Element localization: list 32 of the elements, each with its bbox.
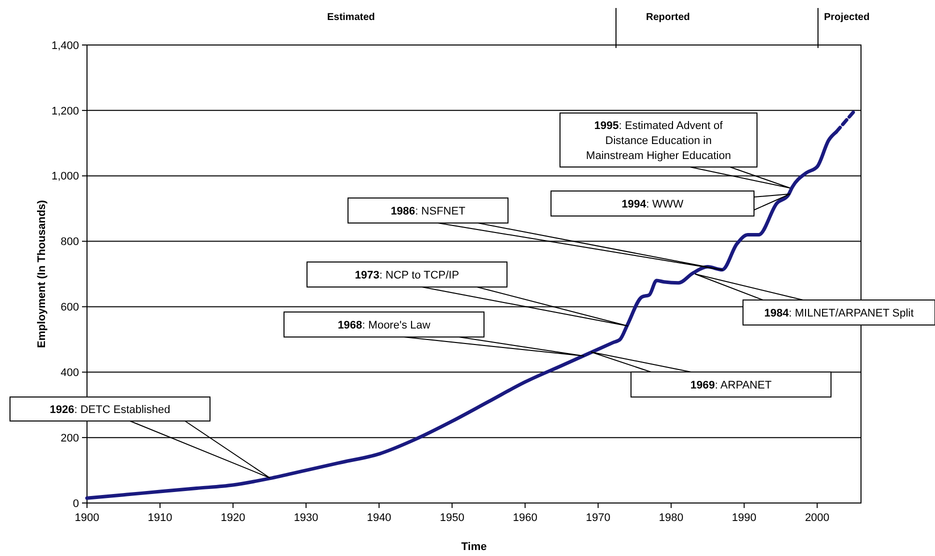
annotation: 1994: WWW <box>622 198 684 210</box>
y-tick-label: 1,400 <box>51 40 79 52</box>
annotation: 1973: NCP to TCP/IP <box>354 269 460 282</box>
x-axis-title: Time <box>461 541 487 553</box>
y-tick-label: 400 <box>60 366 79 379</box>
x-tick-label: 1990 <box>732 512 756 524</box>
y-axis-title: Employment (In Thousands) <box>36 200 48 348</box>
x-tick-label: 1940 <box>366 512 392 524</box>
y-tick-label: 0 <box>72 498 79 510</box>
x-tick-label: 1910 <box>148 512 172 524</box>
text: Projected <box>824 12 870 23</box>
y-tick-label: 1,000 <box>51 170 79 183</box>
annotation: 1926: DETC Established <box>50 404 170 416</box>
y-tick-label: 800 <box>60 236 79 248</box>
x-tick-label: 1970 <box>586 512 610 524</box>
x-tick-label: 1920 <box>220 512 246 524</box>
annotation: 1969: ARPANET <box>690 379 772 392</box>
x-tick-label: 2000 <box>804 512 830 524</box>
annotation: 1968: Moore's Law <box>338 319 430 332</box>
text: Reported <box>646 12 690 23</box>
y-tick-label: 600 <box>60 302 79 314</box>
x-tick-label: 1950 <box>440 512 464 524</box>
annotation: 1986: NSFNET <box>390 205 466 218</box>
text: Estimated <box>327 12 375 23</box>
y-tick-label: 1,200 <box>51 105 79 118</box>
x-tick-label: 1980 <box>658 512 684 524</box>
y-tick-label: 200 <box>60 432 79 444</box>
x-tick-label: 1960 <box>512 512 538 524</box>
annotation: 1984: MILNET/ARPANET Split <box>764 307 914 320</box>
x-tick-label: 1930 <box>294 512 318 524</box>
annotation: 1995: Estimated Advent of Distance Education in Mainstream Higher Education <box>586 120 731 162</box>
x-tick-label: 1900 <box>74 512 100 524</box>
